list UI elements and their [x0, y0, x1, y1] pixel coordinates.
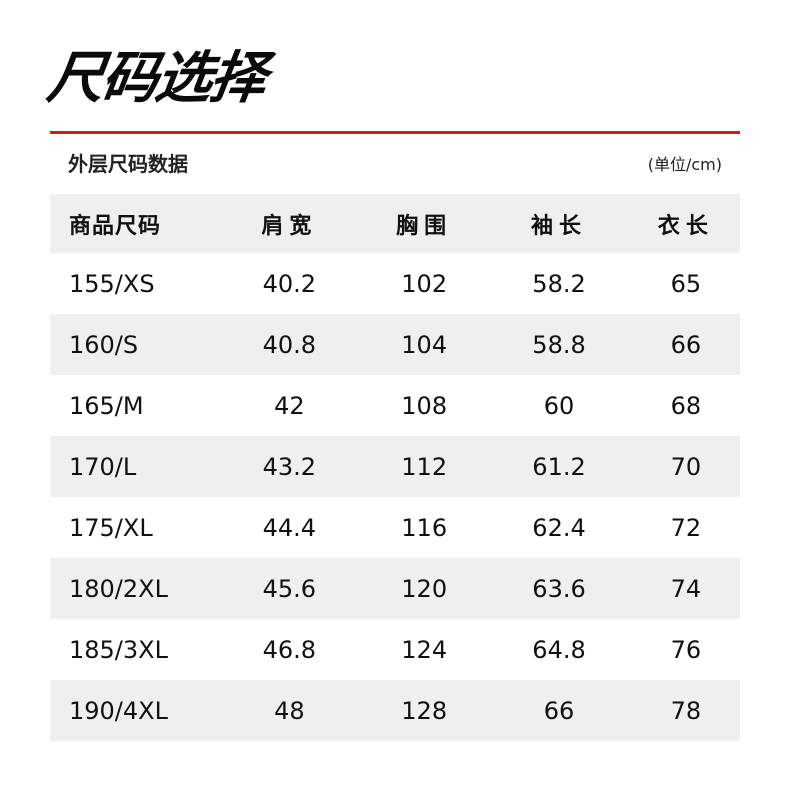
table-cell: 128 — [362, 680, 487, 741]
column-header: 肩宽 — [216, 194, 363, 253]
table-cell: 74 — [631, 558, 740, 619]
column-header: 商品尺码 — [50, 194, 217, 253]
table-cell: 63.6 — [486, 558, 632, 619]
table-cell: 68 — [670, 391, 702, 420]
table-cell: 70 — [631, 436, 740, 497]
table-row: 175/XL 44.4 116 62.4 72 — [50, 497, 740, 558]
table-cell: 43.2 — [216, 436, 363, 497]
table-cell: 108 — [401, 391, 448, 420]
table-row: 165/M 42 108 60 68 — [50, 375, 740, 436]
table-cell: 48 — [216, 680, 363, 741]
table-row: 160/S 40.8 104 58.8 66 — [50, 314, 740, 375]
table-cell: 170/L — [50, 436, 217, 497]
table-row: 155/XS 40.2 102 58.2 65 — [50, 253, 740, 314]
table-cell: 58.2 — [532, 269, 586, 298]
table-cell: 112 — [362, 436, 487, 497]
table-cell: 175/XL — [69, 513, 153, 542]
column-header: 胸围 — [362, 194, 487, 253]
table-cell: 58.8 — [486, 314, 632, 375]
table-cell: 78 — [631, 680, 740, 741]
table-cell: 185/3XL — [69, 635, 168, 664]
table-cell: 64.8 — [532, 635, 586, 664]
table-cell: 155/XS — [69, 269, 155, 298]
table-cell: 66 — [631, 314, 740, 375]
table-cell: 46.8 — [262, 635, 317, 664]
table-cell: 42 — [274, 391, 305, 420]
red-divider — [50, 131, 740, 134]
table-cell: 40.2 — [262, 269, 317, 298]
table-cell: 45.6 — [216, 558, 363, 619]
column-header: 衣长 — [631, 194, 740, 253]
table-row: 185/3XL 46.8 124 64.8 76 — [50, 619, 740, 680]
table-cell: 120 — [362, 558, 487, 619]
table-cell: 180/2XL — [50, 558, 217, 619]
table-cell: 66 — [486, 680, 632, 741]
column-header: 袖长 — [486, 194, 632, 253]
table-cell: 124 — [401, 635, 448, 664]
table-cell: 104 — [362, 314, 487, 375]
table-cell: 40.8 — [216, 314, 363, 375]
table-cell: 102 — [401, 269, 448, 298]
table-cell: 61.2 — [486, 436, 632, 497]
table-cell: 62.4 — [532, 513, 586, 542]
section-title: 外层尺码数据 — [68, 152, 188, 176]
table-cell: 165/M — [69, 391, 144, 420]
table-cell: 65 — [670, 269, 702, 298]
size-table: 商品尺码 肩宽 胸围 袖长 衣长 155/XS 40.2 102 58.2 65 160/S 40.8… — [50, 194, 740, 741]
unit-label: (单位/cm) — [647, 155, 722, 174]
table-cell: 190/4XL — [50, 680, 217, 741]
table-cell: 160/S — [50, 314, 217, 375]
header-row: 商品尺码 肩宽 胸围 袖长 衣长 — [50, 194, 740, 253]
table-cell: 72 — [670, 513, 702, 542]
table-cell: 44.4 — [262, 513, 317, 542]
table-row: 190/4XL 48 128 66 78 — [50, 680, 740, 741]
table-cell: 60 — [543, 391, 575, 420]
table-cell: 76 — [670, 635, 702, 664]
page-title: 尺码选择 — [43, 46, 269, 111]
table-cell: 116 — [401, 513, 448, 542]
table-row: 170/L 43.2 112 61.2 70 — [50, 436, 740, 497]
table-row: 180/2XL 45.6 120 63.6 74 — [50, 558, 740, 619]
